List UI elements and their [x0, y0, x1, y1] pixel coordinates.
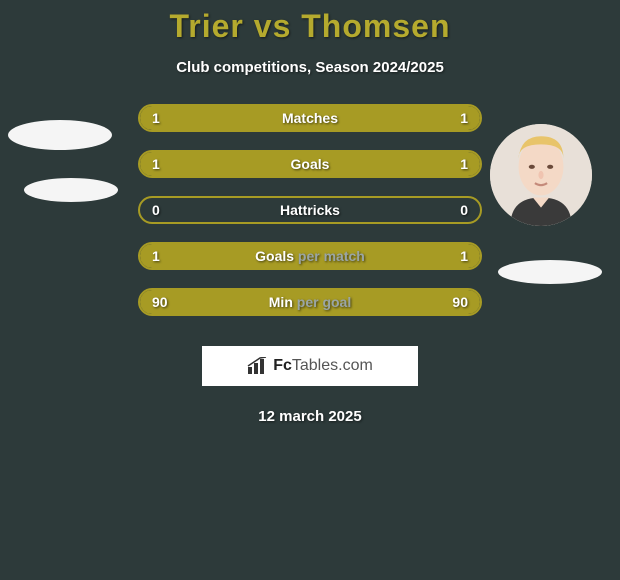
player-right-club-placeholder: [498, 260, 602, 284]
stat-label: Matches: [282, 110, 338, 126]
fctables-logo[interactable]: FcTables.com: [202, 346, 418, 386]
player-right-avatar: [490, 124, 592, 226]
stat-right-value: 90: [452, 294, 468, 310]
bar-chart-icon: [247, 357, 269, 375]
stat-label: Goals per match: [255, 248, 365, 264]
stat-right-value: 0: [460, 202, 468, 218]
stat-row: 1 Goals 1: [138, 150, 482, 178]
player-left-avatar-placeholder-1: [8, 120, 112, 150]
stat-row: 90 Min per goal 90: [138, 288, 482, 316]
stat-left-value: 1: [152, 156, 160, 172]
stat-label: Goals: [291, 156, 330, 172]
subtitle: Club competitions, Season 2024/2025: [176, 59, 444, 76]
stat-row: 0 Hattricks 0: [138, 196, 482, 224]
page-title: Trier vs Thomsen: [170, 8, 451, 45]
stat-row: 1 Matches 1: [138, 104, 482, 132]
stat-left-value: 1: [152, 248, 160, 264]
stat-left-value: 1: [152, 110, 160, 126]
report-date: 12 march 2025: [258, 408, 361, 425]
stat-label: Hattricks: [280, 202, 340, 218]
stat-right-value: 1: [460, 156, 468, 172]
logo-text: FcTables.com: [273, 357, 373, 375]
stat-row: 1 Goals per match 1: [138, 242, 482, 270]
stat-fill-left: [140, 152, 310, 176]
face-icon: [490, 124, 592, 226]
stat-left-value: 90: [152, 294, 168, 310]
stat-right-value: 1: [460, 248, 468, 264]
stat-left-value: 0: [152, 202, 160, 218]
player-left-avatar-placeholder-2: [24, 178, 118, 202]
stat-fill-right: [310, 152, 480, 176]
comparison-card: Trier vs Thomsen Club competitions, Seas…: [0, 0, 620, 580]
stat-right-value: 1: [460, 110, 468, 126]
stat-label: Min per goal: [269, 294, 351, 310]
